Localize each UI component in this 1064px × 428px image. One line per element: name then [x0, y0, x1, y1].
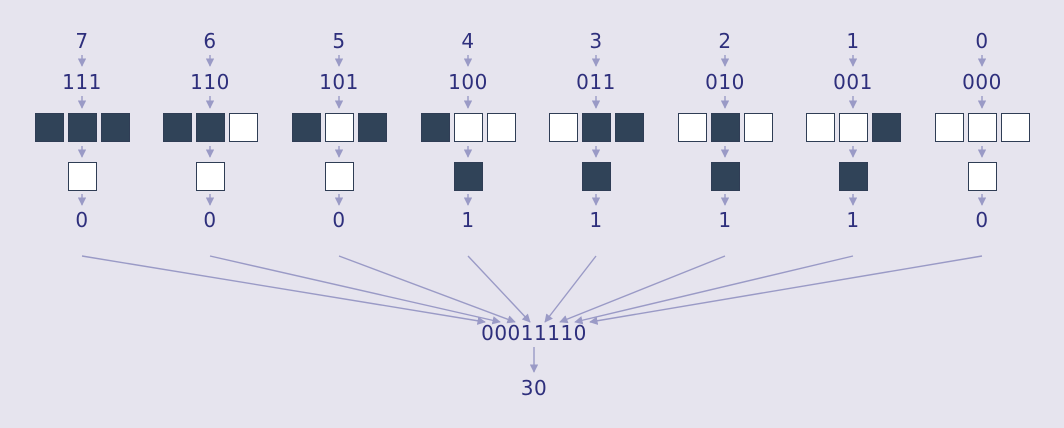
output-bit: 1	[589, 208, 603, 232]
neighborhood-index: 4	[461, 29, 475, 53]
neighborhood-index: 5	[332, 29, 346, 53]
neighborhood-binary: 100	[448, 70, 488, 94]
neighborhood-index: 3	[589, 29, 603, 53]
neighborhood-cell	[1000, 113, 1030, 142]
neighborhood-cell	[34, 113, 64, 142]
connector-line	[574, 255, 854, 325]
output-cell	[195, 162, 225, 191]
neighborhood-cell	[710, 113, 740, 142]
neighborhood-binary: 001	[833, 70, 873, 94]
output-cell	[838, 162, 868, 191]
output-cell	[453, 162, 483, 191]
neighborhood-cell	[100, 113, 130, 142]
neighborhood-cell	[195, 113, 225, 142]
output-cell	[67, 162, 97, 191]
output-bit: 0	[975, 208, 989, 232]
binary-result: 00011110	[481, 321, 587, 345]
neighborhood-binary: 101	[319, 70, 359, 94]
decimal-result: 30	[520, 376, 548, 400]
neighborhood-index: 2	[718, 29, 732, 53]
neighborhood-cell	[324, 113, 354, 142]
neighborhood-cell	[934, 113, 964, 142]
neighborhood-cell	[838, 113, 868, 142]
output-cell	[324, 162, 354, 191]
output-bit: 0	[75, 208, 89, 232]
neighborhood-cell	[614, 113, 644, 142]
connector-line	[209, 255, 501, 325]
neighborhood-binary: 111	[62, 70, 102, 94]
neighborhood-cell	[420, 113, 450, 142]
neighborhood-cell	[743, 113, 773, 142]
neighborhood-binary: 011	[576, 70, 616, 94]
output-cell	[710, 162, 740, 191]
output-bit: 1	[718, 208, 732, 232]
neighborhood-cell	[357, 113, 387, 142]
connector-line	[338, 255, 516, 324]
connector-line	[544, 255, 597, 323]
connector-line	[589, 255, 983, 325]
neighborhood-cell	[871, 113, 901, 142]
neighborhood-cell	[67, 113, 97, 142]
neighborhood-cell	[486, 113, 516, 142]
neighborhood-cell	[453, 113, 483, 142]
neighborhood-cell	[581, 113, 611, 142]
neighborhood-cell	[967, 113, 997, 142]
neighborhood-cell	[548, 113, 578, 142]
output-bit: 1	[461, 208, 475, 232]
connector-line	[467, 255, 531, 323]
connector-line	[559, 255, 726, 324]
neighborhood-index: 1	[846, 29, 860, 53]
neighborhood-binary: 110	[190, 70, 230, 94]
neighborhood-binary: 000	[962, 70, 1002, 94]
output-bit: 0	[332, 208, 346, 232]
output-bit: 0	[203, 208, 217, 232]
neighborhood-index: 7	[75, 29, 89, 53]
neighborhood-cell	[291, 113, 321, 142]
connector-line	[81, 255, 486, 325]
neighborhood-cell	[162, 113, 192, 142]
neighborhood-cell	[228, 113, 258, 142]
neighborhood-index: 0	[975, 29, 989, 53]
output-bit: 1	[846, 208, 860, 232]
output-cell	[967, 162, 997, 191]
neighborhood-cell	[677, 113, 707, 142]
neighborhood-index: 6	[203, 29, 217, 53]
neighborhood-cell	[805, 113, 835, 142]
output-cell	[581, 162, 611, 191]
neighborhood-binary: 010	[705, 70, 745, 94]
